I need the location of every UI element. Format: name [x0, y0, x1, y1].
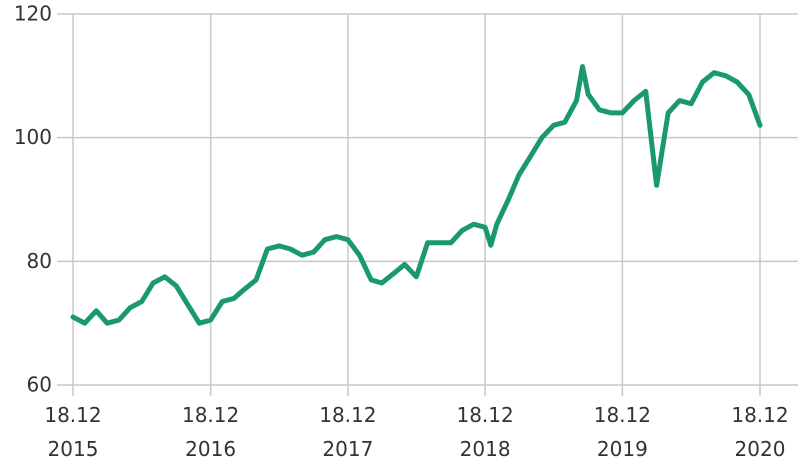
x-tick-label: 18.12 2020 — [731, 403, 789, 461]
x-tick-label: 18.12 2019 — [593, 403, 651, 461]
x-tick-label: 18.12 2015 — [44, 403, 102, 461]
y-tick-label: 120 — [14, 2, 52, 26]
data-line — [70, 64, 763, 326]
x-tick-label: 18.12 2016 — [181, 403, 240, 461]
y-tick-label: 80 — [27, 249, 52, 273]
x-tick-label: 18.12 2018 — [456, 403, 514, 461]
x-tick-label: 18.12 2017 — [319, 403, 377, 461]
y-tick-label: 60 — [27, 373, 52, 397]
y-tick-label: 100 — [14, 125, 52, 149]
